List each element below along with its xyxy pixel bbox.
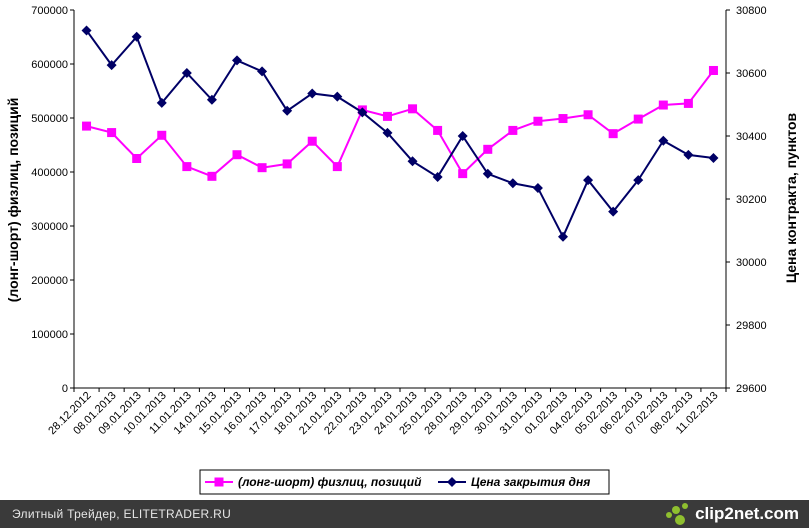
series-2-point [482,168,493,179]
series-1-point [533,116,543,126]
right-tick-label: 30400 [736,131,767,143]
right-tick-label: 29800 [736,320,767,332]
left-tick-label: 600000 [31,59,68,71]
chart: 0 100000 200000 300000 400000 500000 600000 700… [5,5,799,495]
series-2-point [206,94,217,105]
brand-name: clip2net.com [695,504,799,523]
series-1-point [433,125,443,135]
series-2-point [583,175,594,186]
series-2-point [532,182,543,193]
left-axis-title: (лонг-шорт) физлиц, позиций [5,98,21,303]
series-2-point [332,91,343,102]
series-1-point [633,114,643,124]
series-2-point [357,107,368,118]
right-tick-label: 29600 [736,383,767,395]
series-1-point [508,125,518,135]
series-2-point [232,55,242,66]
legend-marker-2 [447,477,457,487]
series-1-point [483,144,493,154]
right-tick-label: 30000 [736,257,767,269]
series-2-point [382,127,393,138]
right-tick-label: 30600 [736,68,767,80]
series-2-point [558,231,568,242]
series-2-point [507,178,518,189]
series-2-point [407,156,418,167]
series-1-point [207,171,217,181]
clip2net-dots-icon [666,503,692,525]
series-1-point [608,129,618,139]
left-tick-label: 700000 [31,5,68,17]
series-layer [81,25,719,242]
clip2net-logo[interactable]: clip2net.com [666,503,799,525]
series-2-point [257,66,268,77]
series-1-point [583,110,593,120]
legend-label-1: (лонг-шорт) физлиц, позиций [238,475,422,489]
series-1-point [332,162,342,172]
series-line-1 [86,69,715,178]
footer-text: Элитный Трейдер, ELITETRADER.RU [12,507,232,521]
series-2-point [633,175,644,186]
series-1-point [107,128,117,138]
legend: (лонг-шорт) физлиц, позиций Цена закрытия… [199,469,610,495]
series-2-point [307,88,318,99]
series-1-point [182,162,192,172]
right-tick-label: 30200 [736,194,767,206]
footer-bar: Элитный Трейдер, ELITETRADER.RU clip2net… [0,500,809,528]
series-2-point [432,171,443,182]
left-tick-label: 0 [62,383,68,395]
series-1-point [658,100,668,110]
series-1-point [683,98,693,108]
axes: 0 100000 200000 300000 400000 500000 600000 700… [5,5,799,437]
right-tick-label: 30800 [736,5,767,17]
series-2-point [658,135,669,146]
legend-marker-1 [214,477,224,487]
series-1-point [157,130,167,140]
series-2-point [181,68,192,78]
series-1-point [232,150,242,160]
left-tick-label: 200000 [31,275,68,287]
right-axis-title: Цена контракта, пунктов [783,112,799,283]
series-2-point [708,153,719,164]
series-1-point [708,65,718,75]
series-1-point [132,154,142,163]
left-tick-label: 400000 [31,167,68,179]
series-1-point [282,159,292,169]
series-2-point [81,25,92,36]
legend-label-2: Цена закрытия дня [471,475,590,489]
series-2-point [457,131,468,141]
series-2-point [282,105,293,116]
left-tick-label: 100000 [31,329,68,341]
left-tick-label: 500000 [31,113,68,125]
legend-box [199,469,610,495]
series-1-point [458,169,468,179]
series-2-point [106,60,117,71]
series-2-point [608,206,619,217]
series-2-point [156,97,167,108]
series-1-point [382,111,392,121]
series-1-point [408,104,418,114]
series-2-point [131,31,142,42]
series-1-point [307,136,317,146]
series-2-point [683,149,694,160]
series-1-point [82,121,92,131]
series-line-2 [85,29,714,240]
series-1-point [257,163,267,173]
series-1-point [558,114,568,124]
left-tick-label: 300000 [31,221,68,233]
